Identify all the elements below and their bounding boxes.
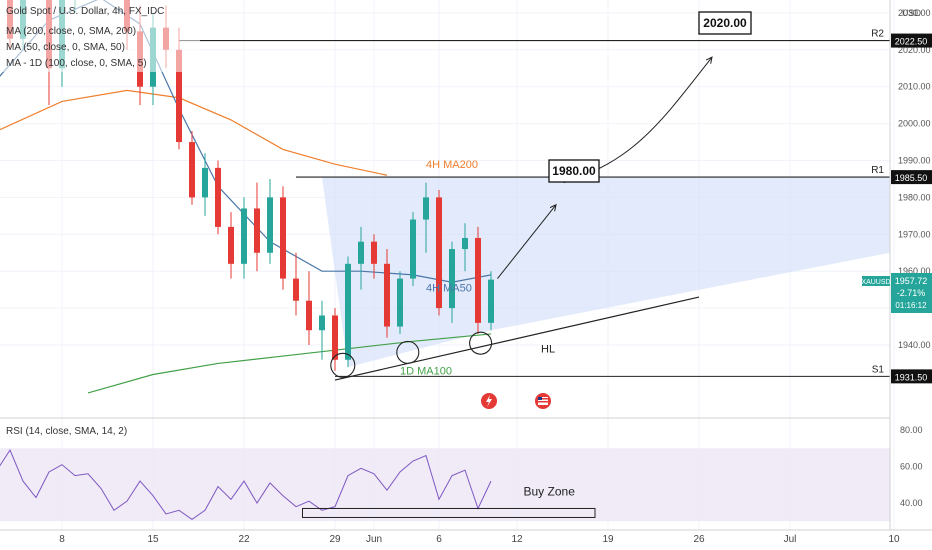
level-price-tags: 2022.50 1985.50 1931.50 [891, 33, 932, 384]
rsi-band [0, 448, 890, 522]
event-icons[interactable] [481, 393, 551, 409]
price-tick: 1990.00 [898, 156, 931, 166]
time-tick: 8 [59, 534, 65, 545]
low-circle [330, 352, 356, 378]
buy-zone-box [302, 507, 596, 518]
level-tag-bg [891, 170, 932, 185]
rsi-title[interactable]: RSI (14, close, SMA, 14, 2) [6, 426, 127, 437]
price-tick: 1980.00 [898, 192, 931, 202]
time-tick: Jul [784, 534, 797, 545]
candle [176, 49, 182, 143]
price-tick: 1940.00 [898, 340, 931, 350]
arrow-to-1980 [497, 205, 557, 279]
ma200-label: 4H MA200 [426, 159, 478, 171]
candle [280, 197, 286, 279]
target-2020-label: 2020.00 [703, 16, 747, 30]
candle [319, 315, 325, 331]
candle [410, 219, 416, 279]
time-tick: 26 [693, 534, 705, 545]
low-circle [396, 340, 420, 364]
support-resistance-zone [322, 177, 890, 368]
rsi-axis[interactable]: 40.00 60.00 80.00 [900, 425, 923, 508]
rsi-line [0, 449, 492, 521]
current-price-tag: XAUUSD 1957.72 -2.71% 01:16:12 [861, 273, 932, 313]
level-name-r1: R1 [871, 165, 884, 176]
rsi-tick: 80.00 [900, 425, 923, 435]
candle [202, 167, 208, 198]
time-tick: 6 [436, 534, 442, 545]
price-tick: 1970.00 [898, 229, 931, 239]
ma200-legend[interactable]: MA (200, close, 0, SMA, 200) [6, 26, 136, 37]
candle [371, 241, 377, 264]
price-tick: 2020.00 [898, 45, 931, 55]
time-tick: 10 [888, 534, 900, 545]
candle [306, 300, 312, 331]
price-change: -2.71% [897, 288, 926, 298]
time-axis[interactable]: 8 15 22 29 Jun 6 12 19 26 Jul 10 [59, 534, 900, 545]
rsi-tick: 40.00 [900, 498, 923, 508]
time-tick: 15 [147, 534, 159, 545]
price-tick: 2000.00 [898, 119, 931, 129]
hl-label: HL [541, 343, 555, 355]
time-tick: 12 [511, 534, 523, 545]
ma100-label: 1D MA100 [400, 366, 452, 378]
candle [215, 167, 221, 227]
candle [475, 237, 481, 323]
candle [189, 142, 195, 198]
candle [449, 249, 455, 309]
candle [397, 278, 403, 327]
ma100d-legend[interactable]: MA - 1D (100, close, 0, SMA, 5) [6, 58, 147, 69]
candle [241, 208, 247, 264]
candle [332, 315, 338, 360]
current-symbol: XAUUSD [861, 279, 890, 286]
candle [423, 197, 429, 220]
level-name-s1: S1 [872, 364, 885, 375]
target-1980-callout: 1980.00 [548, 159, 600, 183]
level-tag-text: 1931.50 [895, 372, 928, 382]
ma-line-2 [87, 333, 492, 394]
rsi-tick: 60.00 [900, 462, 923, 472]
current-price: 1957.72 [895, 276, 928, 286]
candle [293, 278, 299, 301]
low-circle [469, 331, 493, 355]
candle [345, 263, 351, 360]
time-tick: 29 [329, 534, 341, 545]
candle [488, 279, 494, 323]
price-tick: 2010.00 [898, 82, 931, 92]
level-tag-bg [891, 33, 932, 48]
level-name-r2: R2 [871, 29, 884, 40]
symbol-title: Gold Spot / U.S. Dollar, 4h, FX_IDC [6, 6, 164, 17]
currency-label: USD [902, 8, 922, 18]
low-circles [330, 331, 493, 378]
ma50-legend[interactable]: MA (50, close, 0, SMA, 50) [6, 42, 125, 53]
time-tick: 22 [238, 534, 250, 545]
higher-low-trendline [334, 296, 700, 381]
bar-countdown: 01:16:12 [895, 301, 927, 310]
buy-zone-label: Buy Zone [524, 485, 576, 499]
target-2020-callout: 2020.00 [698, 11, 752, 35]
candle [384, 263, 390, 327]
price-tick: 2030.00 [898, 8, 931, 18]
candle [267, 197, 273, 253]
ma50-label: 4H MA50 [426, 282, 472, 294]
level-tag-text: 1985.50 [895, 173, 928, 183]
candle [436, 197, 442, 309]
candle [462, 237, 468, 250]
time-tick: 19 [602, 534, 614, 545]
candle [358, 241, 364, 264]
target-1980-label: 1980.00 [552, 164, 596, 178]
candle [254, 208, 260, 253]
candle [228, 226, 234, 264]
level-tag-bg [891, 369, 932, 384]
level-tag-text: 2022.50 [895, 37, 928, 47]
price-tick: 1960.00 [898, 266, 931, 276]
time-tick: Jun [366, 534, 382, 545]
